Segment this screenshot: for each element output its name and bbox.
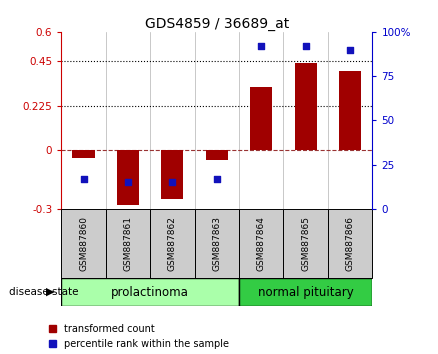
- Text: GSM887862: GSM887862: [168, 216, 177, 271]
- Bar: [294, 63, 317, 150]
- Point: [213, 176, 220, 182]
- Point: [302, 43, 309, 49]
- Text: GSM887864: GSM887864: [257, 216, 266, 271]
- Legend: transformed count, percentile rank within the sample: transformed count, percentile rank withi…: [49, 324, 229, 349]
- Bar: [61, 209, 106, 278]
- Bar: [72, 150, 95, 158]
- Bar: [339, 71, 361, 150]
- Text: disease state: disease state: [9, 287, 78, 297]
- Bar: [283, 209, 328, 278]
- Bar: [106, 209, 150, 278]
- Text: GSM887860: GSM887860: [79, 216, 88, 271]
- Point: [346, 47, 353, 52]
- Text: GSM887865: GSM887865: [301, 216, 310, 271]
- Text: GSM887866: GSM887866: [346, 216, 355, 271]
- Text: GSM887863: GSM887863: [212, 216, 221, 271]
- Text: ▶: ▶: [46, 287, 55, 297]
- Title: GDS4859 / 36689_at: GDS4859 / 36689_at: [145, 17, 289, 31]
- Bar: [239, 209, 283, 278]
- Bar: [239, 278, 372, 306]
- Point: [124, 179, 131, 185]
- Point: [80, 176, 87, 182]
- Text: prolactinoma: prolactinoma: [111, 286, 189, 298]
- Point: [258, 43, 265, 49]
- Bar: [150, 209, 194, 278]
- Bar: [61, 278, 239, 306]
- Bar: [161, 150, 184, 199]
- Bar: [206, 150, 228, 160]
- Bar: [194, 209, 239, 278]
- Text: normal pituitary: normal pituitary: [258, 286, 353, 298]
- Bar: [328, 209, 372, 278]
- Text: GSM887861: GSM887861: [124, 216, 132, 271]
- Bar: [117, 150, 139, 205]
- Bar: [250, 87, 272, 150]
- Point: [169, 179, 176, 185]
